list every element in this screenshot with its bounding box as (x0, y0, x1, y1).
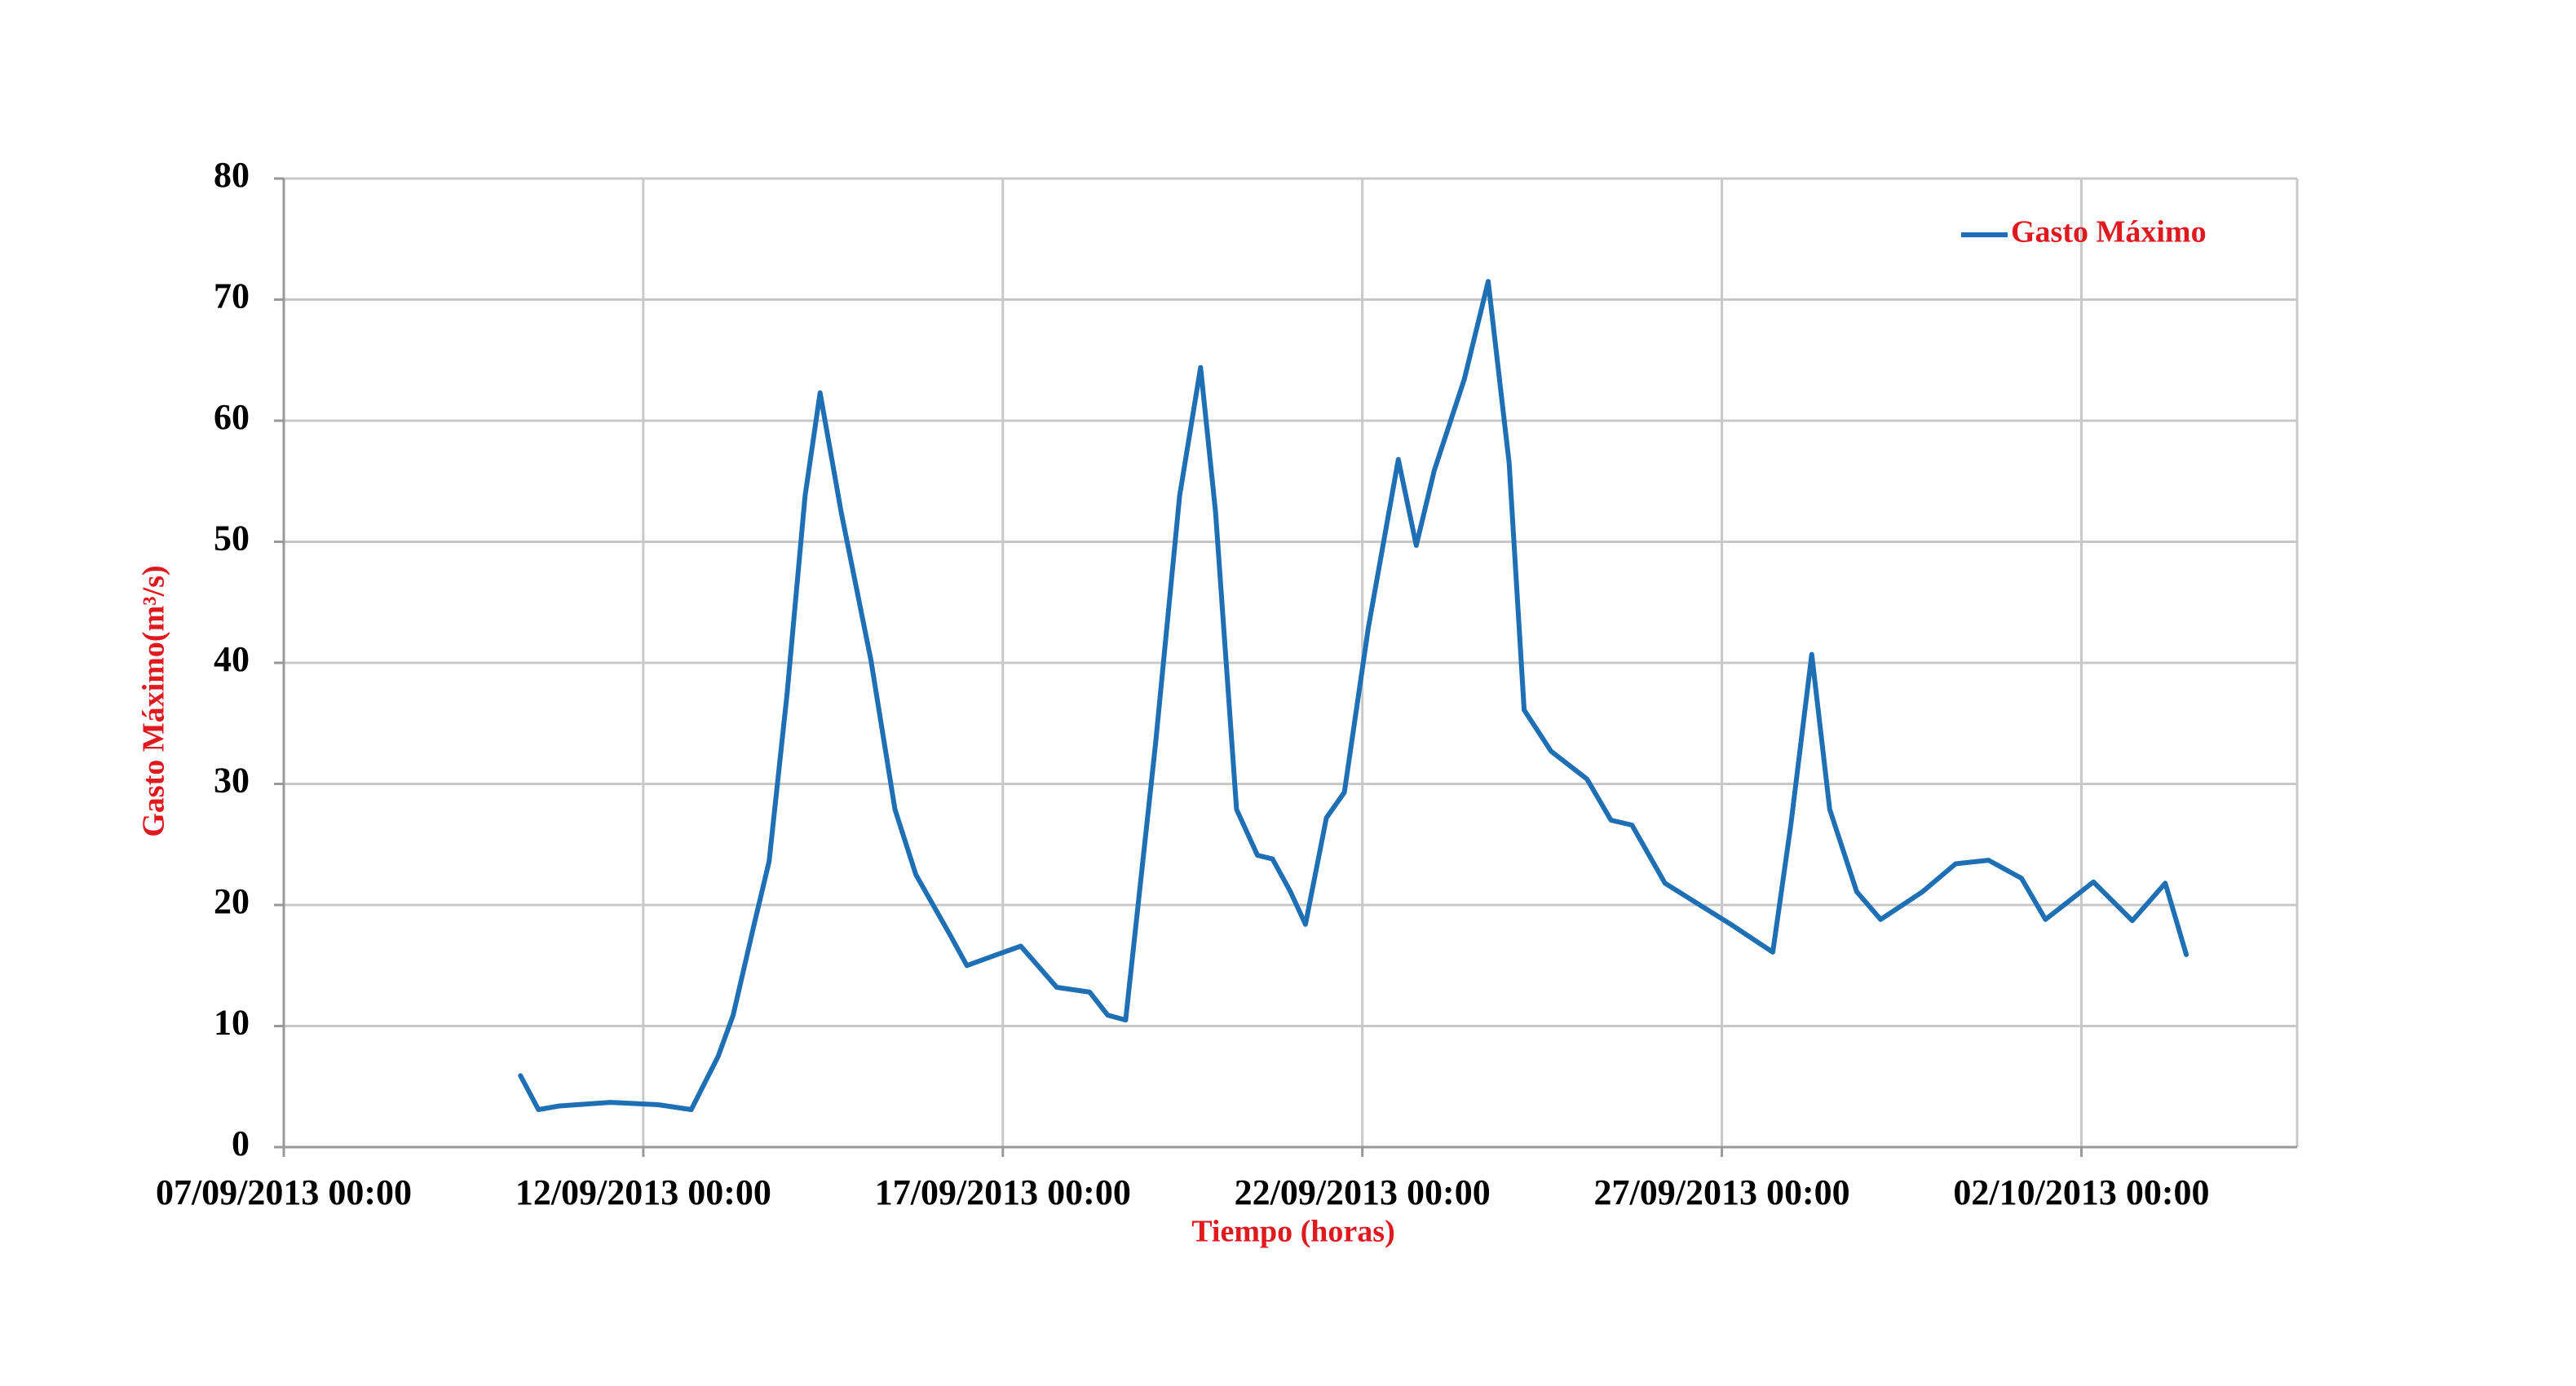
y-tick-label: 20 (214, 881, 250, 921)
x-tick-label: 02/10/2013 00:00 (1953, 1172, 2209, 1212)
y-tick-label: 50 (214, 519, 250, 558)
legend-label: Gasto Máximo (2011, 215, 2207, 249)
x-tick-label: 07/09/2013 00:00 (156, 1172, 412, 1212)
x-tick-label: 22/09/2013 00:00 (1235, 1172, 1491, 1212)
x-tick-label: 17/09/2013 00:00 (875, 1172, 1131, 1212)
y-tick-label: 10 (214, 1003, 250, 1043)
x-axis-title: Tiempo (horas) (1191, 1215, 1394, 1249)
x-tick-label: 12/09/2013 00:00 (515, 1172, 771, 1212)
y-tick-label: 80 (214, 155, 250, 195)
y-tick-label: 60 (214, 397, 250, 437)
y-axis-title: Gasto Máximo(m³/s) (137, 565, 171, 836)
y-tick-label: 40 (214, 639, 250, 679)
y-tick-label: 30 (214, 761, 250, 801)
y-tick-label: 70 (214, 276, 250, 316)
y-tick-label: 0 (232, 1123, 250, 1163)
x-tick-label: 27/09/2013 00:00 (1594, 1172, 1850, 1212)
data-line (518, 279, 2189, 1112)
